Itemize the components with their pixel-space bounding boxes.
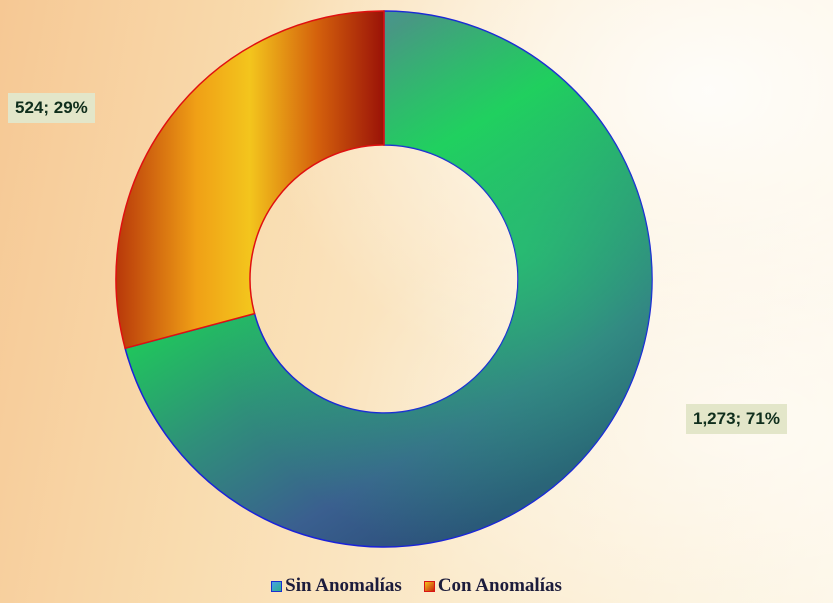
donut-chart: 524; 29% 1,273; 71% [8, 10, 787, 548]
legend: Sin Anomalías Con Anomalías [0, 574, 833, 598]
donut-svg [115, 10, 653, 548]
slice-sin-anomalias-highlight [125, 11, 653, 548]
legend-item-con-anomalias: Con Anomalías [423, 575, 562, 597]
legend-swatch-sin-anomalias [271, 580, 283, 592]
slice-con-anomalias [115, 10, 385, 350]
legend-label-con-anomalias: Con Anomalías [437, 575, 562, 596]
legend-swatch-con-anomalias [423, 580, 435, 592]
legend-item-sin-anomalias: Sin Anomalías [271, 575, 402, 597]
data-label-sin-anomalias: 1,273; 71% [686, 404, 787, 434]
data-label-con-anomalias: 524; 29% [8, 93, 95, 123]
legend-label-sin-anomalias: Sin Anomalías [285, 575, 402, 596]
